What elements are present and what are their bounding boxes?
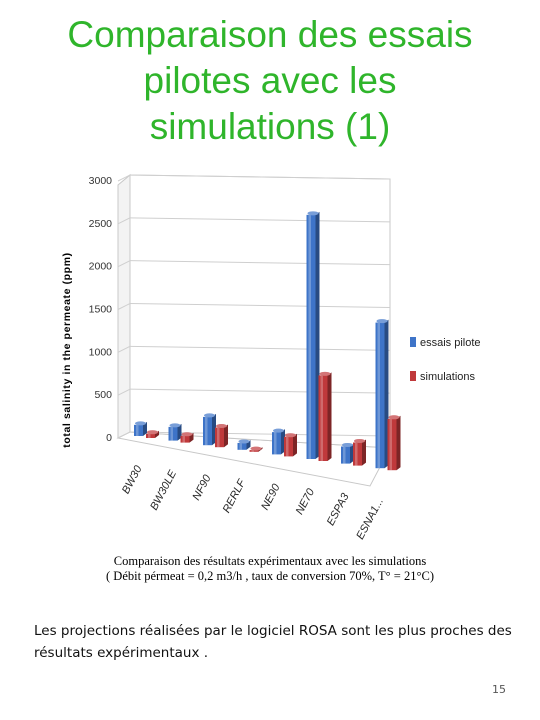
gridline (117, 345, 131, 353)
bar-essais-pilote (306, 211, 320, 459)
title-line: simulations (1) (149, 106, 391, 147)
chart-gridlines (117, 174, 391, 439)
bar-simulations (387, 415, 401, 471)
bar-simulations (180, 432, 194, 443)
bar-essais-pilote (168, 423, 182, 441)
y-tick-label: 2500 (89, 218, 113, 230)
x-tick-label: NF90 (190, 472, 214, 502)
caption-line: ( Débit pérmeat = 0,2 m3/h , taux de con… (106, 569, 434, 583)
x-tick-label: NE90 (259, 481, 283, 512)
title-line: pilotes avec les (143, 60, 397, 101)
gridline (117, 217, 131, 225)
chart-legend: essais pilote simulations (410, 337, 481, 383)
gridline (129, 303, 391, 308)
gridline (117, 431, 131, 439)
legend-label: essais pilote (420, 337, 481, 349)
gridline (117, 388, 131, 396)
x-tick-label: ESPA3 (325, 491, 352, 528)
gridline (129, 217, 391, 223)
legend-swatch (410, 337, 416, 347)
y-axis-ticks: 0 500 1000 1500 2000 2500 3000 (89, 175, 113, 444)
body-text: Les projections réalisées par le logicie… (34, 623, 512, 661)
gridline (129, 388, 391, 394)
y-axis-label: total salinity in the permeate (ppm) (61, 252, 73, 447)
y-tick-label: 2000 (89, 261, 113, 273)
x-tick-label: BW30LE (148, 468, 179, 513)
caption-line: Comparaison des résultats expérimentaux … (113, 554, 427, 568)
slide-title: Comparaison des essais pilotes avec les … (0, 12, 540, 150)
gridline (117, 260, 131, 268)
bar-essais-pilote (134, 421, 147, 436)
bar-essais-pilote (341, 442, 354, 464)
x-tick-label: BW30 (120, 463, 145, 496)
x-tick-label: ESNA1... (354, 496, 386, 542)
bar-simulations (353, 438, 366, 466)
y-tick-label: 500 (94, 389, 112, 401)
page-number: 15 (492, 683, 506, 696)
gridline (129, 345, 391, 351)
y-tick-label: 0 (106, 432, 112, 444)
bar-essais-pilote (272, 428, 285, 455)
gridline (117, 174, 131, 182)
y-tick-label: 3000 (89, 175, 113, 187)
y-tick-label: 1000 (89, 346, 113, 358)
title-line: Comparaison des essais (67, 14, 473, 55)
figure-caption: Comparaison des résultats expérimentaux … (0, 554, 540, 584)
y-tick-label: 1500 (89, 304, 113, 316)
gridline (129, 174, 391, 180)
x-tick-label: NE70 (294, 486, 318, 517)
bar-simulations (318, 371, 332, 461)
bar-essais-pilote (237, 439, 251, 450)
bar-essais-pilote (203, 413, 216, 446)
gridline (129, 260, 391, 266)
legend-swatch (410, 371, 416, 381)
x-tick-label: RERLF (221, 476, 249, 515)
bar-simulations (146, 430, 159, 438)
bar-simulations (215, 423, 228, 448)
legend-label: simulations (420, 371, 476, 383)
gridline (117, 303, 131, 310)
chart-bars (134, 211, 401, 471)
bar-chart: 0 500 1000 1500 2000 2500 3000 BW30 BW30LE NF90 R… (61, 173, 481, 542)
bar-simulations (284, 433, 297, 457)
bar-simulations (249, 446, 263, 452)
chart-back-wall (129, 174, 391, 449)
bar-essais-pilote (375, 319, 389, 469)
